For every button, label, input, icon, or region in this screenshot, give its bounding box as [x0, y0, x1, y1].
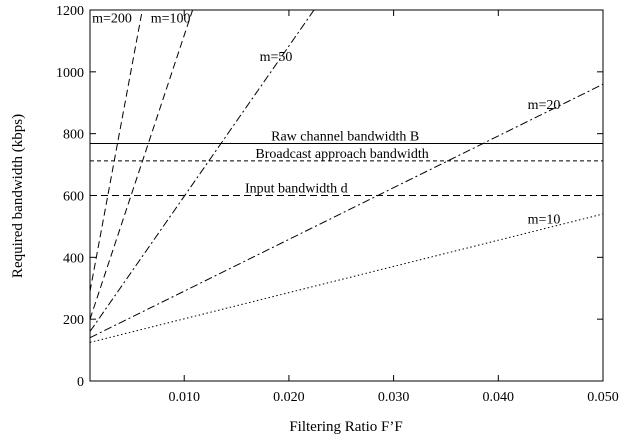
- chart-annotation: m=20: [528, 98, 561, 113]
- chart-annotation: Input bandwidth d: [245, 181, 348, 196]
- series-line: [90, 10, 194, 320]
- chart-annotation: m=10: [528, 212, 561, 227]
- chart-annotation: Raw channel bandwidth B: [271, 129, 419, 144]
- y-tick-label: 200: [63, 313, 84, 328]
- y-tick-label: 0: [77, 375, 84, 390]
- x-tick-label: 0.030: [378, 390, 410, 405]
- chart-annotation: m=100: [151, 11, 191, 26]
- x-tick-label: 0.050: [587, 390, 619, 405]
- y-tick-label: 600: [63, 190, 84, 205]
- x-tick-label: 0.040: [483, 390, 515, 405]
- chart-annotation: m=50: [260, 50, 293, 65]
- series-line: [90, 10, 315, 332]
- series-line: [90, 10, 143, 292]
- y-tick-label: 1200: [56, 4, 84, 19]
- y-axis-label: Required bandwidth (kbps): [10, 114, 26, 278]
- y-tick-label: 800: [63, 128, 84, 143]
- y-tick-label: 1000: [56, 66, 84, 81]
- x-tick-label: 0.010: [168, 390, 200, 405]
- y-tick-label: 400: [63, 251, 84, 266]
- x-tick-label: 0.020: [273, 390, 305, 405]
- series-line: [90, 213, 603, 343]
- series-line: [90, 83, 603, 339]
- x-axis-label: Filtering Ratio F’F: [289, 419, 402, 435]
- chart-annotation: Broadcast approach bandwidth: [255, 147, 428, 162]
- chart-annotation: m=200: [92, 11, 132, 26]
